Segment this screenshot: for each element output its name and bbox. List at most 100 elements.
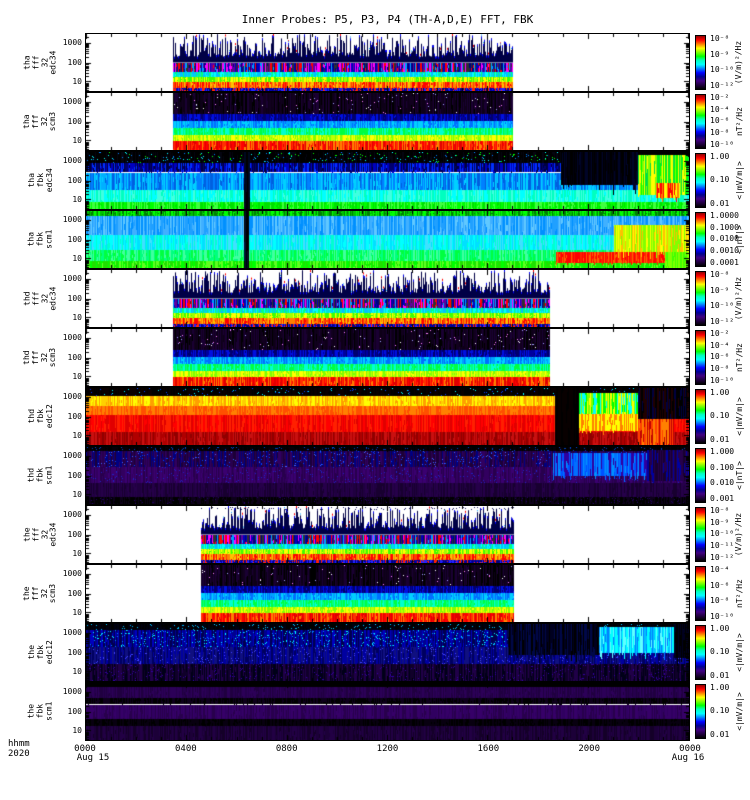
colorbar-tick-label: 0.10	[710, 411, 730, 421]
colorbar-unit-text: <|mV/m|>	[734, 397, 744, 436]
frequency-tick-label: 1000	[62, 627, 82, 637]
spectrogram-canvas-the_fbk_edc12	[86, 624, 689, 681]
colorbar-tick-label: 0.001	[710, 493, 735, 503]
colorbar-tick-label: 1.000	[710, 447, 735, 457]
colorbar-tick-label: 1.00	[710, 683, 730, 693]
colorbar-tick-label: 0.0001	[710, 257, 739, 267]
colorbar-tick-label: 10⁻¹⁰	[710, 375, 735, 385]
colorbar-tick-label: 10⁻⁶	[710, 580, 730, 590]
colorbar-the_fbk_scm1	[695, 684, 706, 739]
colorbar-tha_fff_32_edc34	[695, 35, 706, 90]
spectrogram-panel-thd_fff_32_scm3	[85, 328, 690, 387]
spectrogram-panel-the_fff_32_scm3	[85, 564, 690, 623]
colorbar-unit-tha_fbk_edc34: <|mV/m|>	[729, 151, 749, 210]
colorbar-tick-label: 10⁻⁸	[710, 596, 730, 606]
frequency-tick-label: 1000	[62, 509, 82, 519]
colorbar-tick-label: 10⁻⁴	[710, 565, 730, 575]
colorbar-tick-label: 10⁻¹⁰	[710, 529, 735, 539]
frequency-tick-label: 1000	[62, 37, 82, 47]
time-tick-label: 0000	[679, 744, 701, 754]
date-end-label: Aug 16	[671, 753, 705, 763]
spectrogram-canvas-the_fbk_scm1	[86, 683, 689, 740]
frequency-tick-label: 10	[72, 489, 82, 499]
frequency-tick-label: 100	[67, 58, 82, 67]
frequency-tick-label: 100	[67, 353, 82, 362]
colorbar-the_fff_32_scm3	[695, 566, 706, 621]
time-format-label: hhmm	[8, 739, 30, 749]
colorbar-the_fbk_edc12	[695, 625, 706, 680]
colorbar-unit-the_fbk_scm1: <|mV/m|>	[729, 682, 749, 741]
colorbar-tick-label: 10⁻¹⁰	[710, 139, 735, 149]
colorbar-unit-text: (V/m)²/Hz	[734, 40, 744, 85]
colorbar-unit-text: nT²/Hz	[734, 107, 744, 136]
spectrogram-canvas-thd_fff_32_edc34	[86, 270, 689, 327]
colorbar-tick-label: 10⁻⁶	[710, 116, 730, 126]
frequency-tick-label: 10	[72, 371, 82, 381]
colorbar-tick-label: 0.01	[710, 198, 730, 208]
frequency-tick-label: 1000	[62, 568, 82, 578]
frequency-tick-label: 10	[72, 194, 82, 204]
spectrogram-panel-thd_fff_32_edc34	[85, 269, 690, 328]
frequency-tick-label: 10	[72, 548, 82, 558]
colorbar-tick-label: 10⁻¹¹	[710, 540, 735, 550]
colorbar-tick-label: 0.01	[710, 434, 730, 444]
colorbar-unit-text: <|mV/m|>	[734, 633, 744, 672]
colorbar-tick-label: 10⁻⁸	[710, 270, 730, 280]
colorbar-tick-label: 10⁻⁴	[710, 104, 730, 114]
colorbar-tick-label: 0.0010	[710, 245, 739, 255]
frequency-tick-label: 1000	[62, 332, 82, 342]
frequency-tick-label: 100	[67, 235, 82, 244]
frequency-tick-label: 100	[67, 707, 82, 716]
frequency-tick-label: 100	[67, 176, 82, 185]
spectrogram-panel-thd_fbk_edc12	[85, 387, 690, 446]
colorbar-tick-label: 0.0100	[710, 234, 739, 244]
frequency-tick-label: 100	[67, 530, 82, 539]
spectrogram-canvas-thd_fbk_edc12	[86, 388, 689, 445]
colorbar-unit-text: nT²/Hz	[734, 579, 744, 608]
colorbar-unit-thd_fbk_edc12: <|mV/m|>	[729, 387, 749, 446]
colorbar-tick-label: 10⁻¹²	[710, 552, 735, 562]
frequency-tick-label: 1000	[62, 155, 82, 165]
spectrogram-panel-the_fbk_scm1	[85, 682, 690, 741]
frequency-tick-label: 10	[72, 430, 82, 440]
colorbar-tha_fbk_edc34	[695, 153, 706, 208]
frequency-tick-label: 1000	[62, 686, 82, 696]
colorbar-tick-label: 0.10	[710, 647, 730, 657]
colorbar-thd_fbk_edc12	[695, 389, 706, 444]
spectrogram-canvas-tha_fff_32_scm3	[86, 93, 689, 150]
frequency-tick-label: 10	[72, 253, 82, 263]
frequency-tick-label: 100	[67, 294, 82, 303]
colorbar-tick-label: 0.100	[710, 462, 735, 472]
colorbar-tha_fff_32_scm3	[695, 94, 706, 149]
colorbar-tick-label: 1.00	[710, 152, 730, 162]
colorbar-tick-label: 10⁻²	[710, 93, 730, 103]
colorbar-tick-label: 1.00	[710, 388, 730, 398]
colorbar-tick-label: 10⁻¹²	[710, 316, 735, 326]
colorbar-tick-label: 10⁻⁹	[710, 285, 730, 295]
colorbar-tick-label: 0.10	[710, 175, 730, 185]
date-start-label: Aug 15	[76, 753, 110, 763]
frequency-tick-label: 10	[72, 607, 82, 617]
frequency-tick-label: 100	[67, 648, 82, 657]
frequency-tick-label: 1000	[62, 391, 82, 401]
time-tick-label: 1600	[477, 744, 500, 754]
colorbar-tick-label: 10⁻¹⁰	[710, 301, 735, 311]
colorbar-unit-text: <|nT|>	[734, 461, 744, 490]
frequency-tick-label: 10	[72, 725, 82, 735]
colorbar-tick-label: 10⁻⁹	[710, 49, 730, 59]
colorbar-tick-label: 10⁻¹²	[710, 80, 735, 90]
colorbar-tick-label: 0.010	[710, 478, 735, 488]
frequency-tick-label: 10	[72, 666, 82, 676]
colorbar-tick-label: 0.1000	[710, 222, 739, 232]
spectrogram-canvas-thd_fff_32_scm3	[86, 329, 689, 386]
time-tick-label: 0000	[74, 744, 96, 754]
colorbar-tick-label: 0.01	[710, 729, 730, 739]
spectrogram-panel-tha_fbk_scm1	[85, 210, 690, 269]
colorbar-tick-label: 10⁻⁹	[710, 517, 730, 527]
spectrogram-panel-tha_fff_32_scm3	[85, 92, 690, 151]
colorbar-tick-label: 1.00	[710, 624, 730, 634]
colorbar-tick-label: 10⁻¹⁰	[710, 611, 735, 621]
spectrogram-panel-thd_fbk_scm1	[85, 446, 690, 505]
frequency-tick-label: 10	[72, 76, 82, 86]
colorbar-tick-label: 10⁻⁸	[710, 363, 730, 373]
